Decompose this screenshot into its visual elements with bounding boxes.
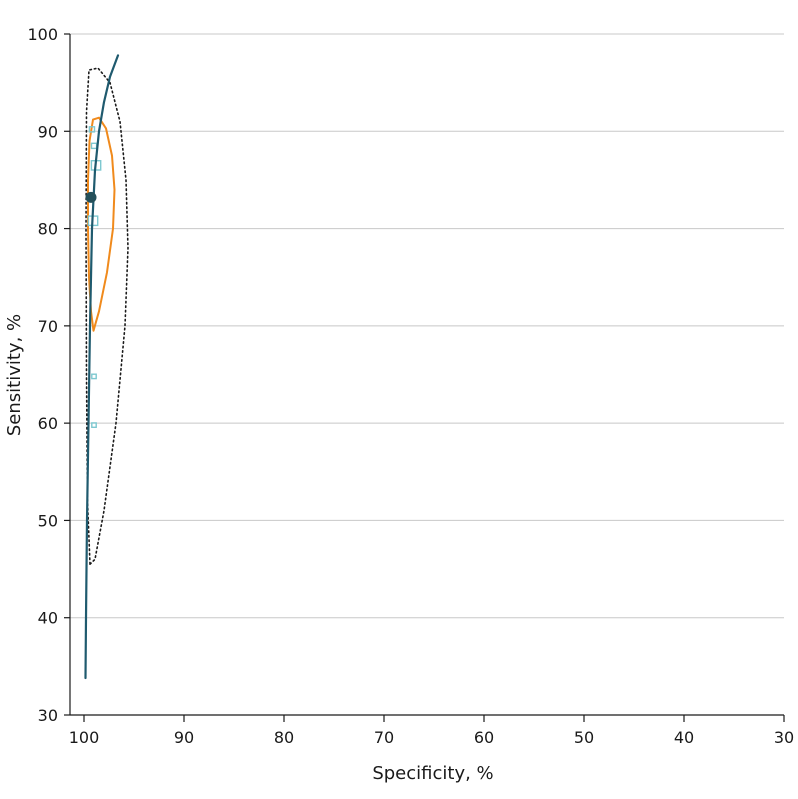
study-point-4 [88, 126, 96, 133]
data-layer [84, 54, 129, 680]
y-tick-label-80: 80 [38, 220, 58, 239]
x-tick-label-70: 70 [374, 728, 394, 747]
x-tick-label-30: 30 [774, 728, 794, 747]
x-tick-label-80: 80 [274, 728, 294, 747]
x-tick-label-40: 40 [674, 728, 694, 747]
y-tick-label-70: 70 [38, 317, 58, 336]
study-point-5 [91, 373, 97, 380]
summary-point [85, 191, 97, 203]
tick-labels: 30 40 50 60 70 80 90 100 100 90 80 70 60 50 40 30 [27, 25, 794, 747]
prediction-region [85, 67, 129, 567]
confidence-region [87, 116, 116, 332]
sroc-curve [84, 54, 120, 680]
study-point-6 [91, 422, 97, 428]
study-point-3 [90, 142, 98, 150]
x-tick-label-50: 50 [574, 728, 594, 747]
axis-layer [69, 34, 784, 716]
y-tick-label-50: 50 [38, 511, 58, 530]
y-tick-label-90: 90 [38, 122, 58, 141]
y-tick-label-60: 60 [38, 414, 58, 433]
x-axis-title: Specificity, % [372, 763, 493, 784]
x-tick-label-90: 90 [174, 728, 194, 747]
y-axis-title: Sensitivity, % [4, 314, 25, 436]
y-tick-label-100: 100 [27, 25, 58, 44]
x-tick-label-60: 60 [474, 728, 494, 747]
y-tick-label-40: 40 [38, 609, 58, 628]
x-tick-label-100: 100 [69, 728, 100, 747]
grid-layer [70, 33, 784, 619]
y-tick-label-30: 30 [38, 706, 58, 725]
